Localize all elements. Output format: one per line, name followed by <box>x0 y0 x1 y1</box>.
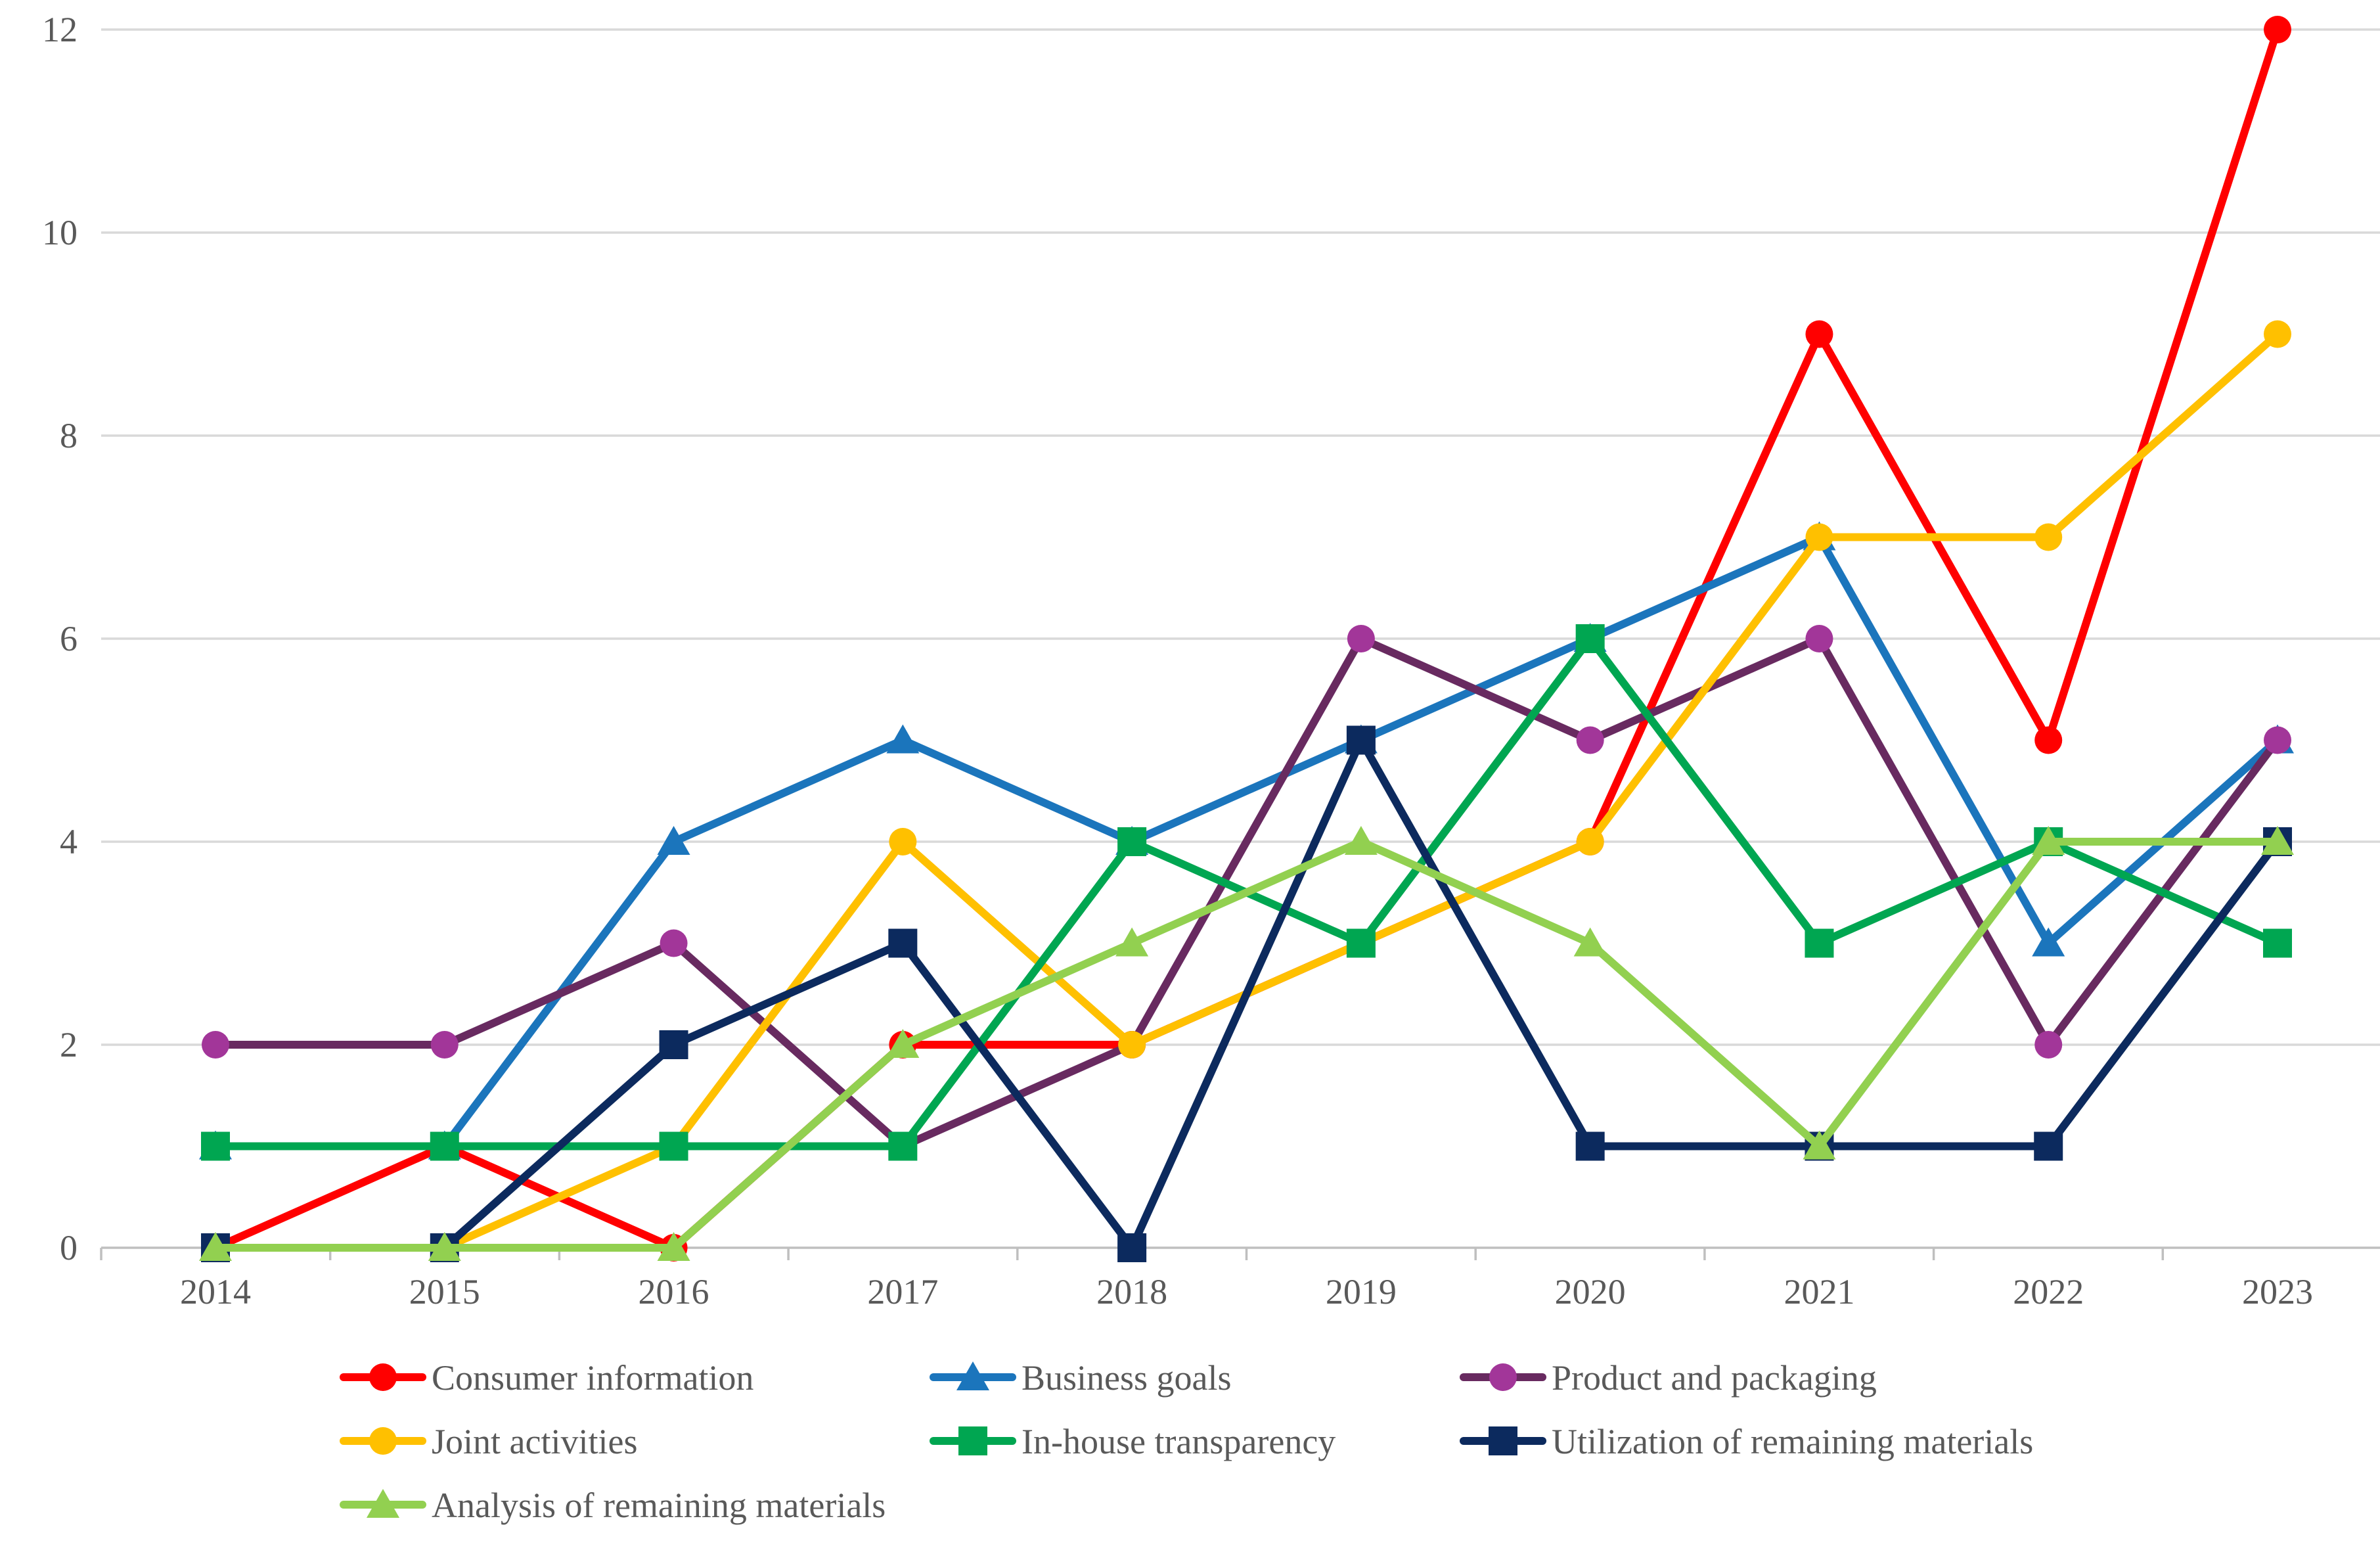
circle-icon <box>369 1427 397 1455</box>
triangle-icon <box>367 1489 399 1518</box>
series-marker-5 <box>888 1131 918 1161</box>
x-axis-label: 2019 <box>1326 1272 1397 1311</box>
series-marker-4 <box>1118 1031 1146 1059</box>
x-axis-label: 2014 <box>180 1272 251 1311</box>
series-marker-3 <box>2264 726 2291 754</box>
series-marker-3 <box>1805 625 1833 652</box>
legend-label: In-house transparency <box>1022 1422 1336 1461</box>
y-axis-label: 12 <box>42 11 78 49</box>
series-marker-6 <box>659 1030 688 1059</box>
y-axis-label: 8 <box>60 416 78 455</box>
series-line-7 <box>212 838 2281 1252</box>
y-axis-label: 2 <box>60 1025 78 1064</box>
series-marker-5 <box>430 1131 459 1161</box>
series-marker-4 <box>2034 523 2063 551</box>
series-marker-5 <box>2263 928 2292 958</box>
x-axis-label: 2015 <box>409 1272 480 1311</box>
y-axis-label: 6 <box>60 619 78 658</box>
series-marker-6 <box>1117 1233 1147 1262</box>
series-marker-7 <box>428 1232 461 1261</box>
x-axis-label: 2017 <box>867 1272 938 1311</box>
series-marker-7 <box>1115 927 1149 957</box>
y-axis-label: 0 <box>60 1228 78 1267</box>
legend-label: Utilization of remaining materials <box>1552 1422 2033 1461</box>
series-marker-3 <box>202 1031 229 1059</box>
series-marker-3 <box>2034 1031 2063 1059</box>
x-axis-label: 2016 <box>639 1272 709 1311</box>
x-axis-label: 2020 <box>1555 1272 1626 1311</box>
series-marker-5 <box>1117 827 1147 856</box>
line-chart-figure: 0 2 4 6 8 10 12 2014 2015 2016 2017 2018 2019 2020 202… <box>26 11 2380 1539</box>
series-marker-2 <box>657 826 690 855</box>
series-marker-7 <box>2261 826 2294 855</box>
square-icon <box>958 1426 987 1455</box>
series-marker-3 <box>1576 726 1604 754</box>
legend-label: Consumer information <box>432 1358 753 1398</box>
series-marker-2 <box>2032 927 2065 957</box>
series-marker-1 <box>2264 16 2291 43</box>
triangle-icon <box>956 1361 989 1390</box>
series-line-3 <box>212 635 2281 1151</box>
series-marker-4 <box>2264 320 2291 348</box>
series-marker-5 <box>1805 928 1834 958</box>
series-marker-6 <box>888 928 918 958</box>
x-axis-label: 2022 <box>2013 1272 2084 1311</box>
series-marker-7 <box>2032 826 2065 855</box>
series-marker-7 <box>1573 927 1607 957</box>
series-marker-6 <box>2034 1131 2063 1161</box>
series-marker-7 <box>886 1029 920 1058</box>
legend-label: Analysis of remaining materials <box>432 1486 886 1525</box>
legend-label: Joint activities <box>432 1422 637 1461</box>
series-marker-5 <box>201 1131 230 1161</box>
series-marker-5 <box>1575 624 1605 653</box>
series-marker-3 <box>660 929 688 957</box>
chart-background <box>26 11 2380 1539</box>
x-axis-label: 2018 <box>1096 1272 1167 1311</box>
series-marker-4 <box>889 828 917 855</box>
series-marker-5 <box>1346 928 1376 958</box>
line-chart-canvas: 0 2 4 6 8 10 12 2014 2015 2016 2017 2018 2019 2020 202… <box>26 11 2380 1539</box>
series-marker-5 <box>659 1131 688 1161</box>
series-marker-1 <box>1805 320 1833 348</box>
series-marker-7 <box>657 1232 690 1261</box>
series-line-6 <box>212 736 2281 1252</box>
series-marker-6 <box>1346 725 1376 755</box>
y-axis-label: 4 <box>60 822 78 861</box>
y-axis-label: 10 <box>42 213 78 252</box>
square-icon <box>1489 1426 1517 1455</box>
x-axis-label: 2023 <box>2242 1272 2313 1311</box>
series-marker-7 <box>1344 826 1378 855</box>
series-marker-7 <box>1803 1130 1836 1160</box>
circle-icon <box>369 1363 397 1391</box>
legend-label: Product and packaging <box>1552 1358 1877 1398</box>
circle-icon <box>1489 1363 1517 1391</box>
legend-label: Business goals <box>1022 1358 1232 1398</box>
x-axis-label: 2021 <box>1784 1272 1854 1311</box>
series-marker-1 <box>2034 726 2063 754</box>
series-marker-4 <box>1805 523 1833 551</box>
series-marker-2 <box>886 724 920 754</box>
series-marker-7 <box>199 1232 232 1261</box>
series-marker-3 <box>430 1031 459 1059</box>
series-marker-4 <box>1576 828 1604 855</box>
series-marker-6 <box>1575 1131 1605 1161</box>
series-marker-3 <box>1347 625 1375 652</box>
